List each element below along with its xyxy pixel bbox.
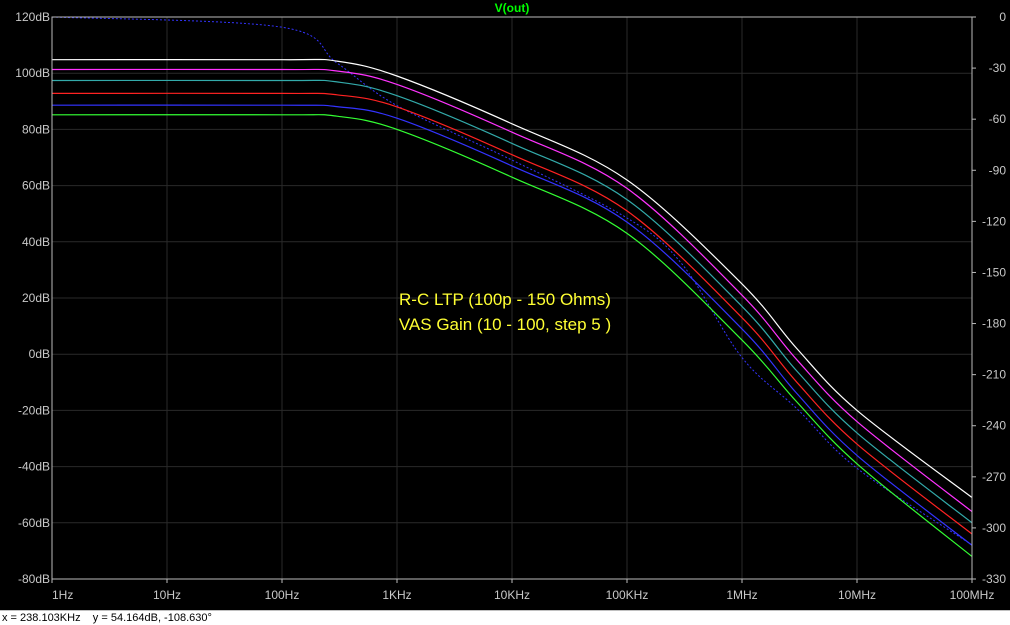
- x-tick-label: 1MHz: [726, 588, 757, 602]
- annotation-line-2: VAS Gain (10 - 100, step 5 ): [399, 315, 611, 334]
- x-tick-label: 100MHz: [950, 588, 995, 602]
- plot-background: [0, 0, 1010, 610]
- y-left-tick-label: 120dB: [15, 10, 50, 24]
- magnitude-trace-2: [51, 68, 973, 513]
- magnitude-trace-5: [51, 104, 973, 546]
- x-tick-label: 100Hz: [265, 588, 300, 602]
- y-right-tick-label: -210: [982, 368, 1006, 382]
- y-right-tick-label: -120: [982, 214, 1006, 228]
- y-right-tick-label: -330: [982, 572, 1006, 586]
- status-bar: x = 238.103KHz y = 54.164dB, -108.630°: [0, 610, 1010, 625]
- y-left-tick-label: -40dB: [18, 460, 50, 474]
- x-tick-label: 10Hz: [153, 588, 181, 602]
- x-tick-label: 10KHz: [494, 588, 530, 602]
- y-left-tick-label: -80dB: [18, 572, 50, 586]
- magnitude-trace-4: [51, 92, 973, 535]
- y-left-tick-label: -60dB: [18, 516, 50, 530]
- y-right-tick-label: -180: [982, 317, 1006, 331]
- x-tick-label: 1Hz: [52, 588, 73, 602]
- chart-title: V(out): [495, 1, 530, 15]
- y-left-tick-label: 60dB: [22, 179, 50, 193]
- y-left-tick-label: -20dB: [18, 403, 50, 417]
- y-right-tick-label: -30: [989, 61, 1007, 75]
- x-tick-label: 1KHz: [382, 588, 411, 602]
- annotation-line-1: R-C LTP (100p - 150 Ohms): [399, 290, 611, 309]
- y-right-tick-label: -240: [982, 419, 1006, 433]
- y-left-tick-label: 80dB: [22, 122, 50, 136]
- phase-trace: [51, 16, 973, 546]
- y-left-tick-labels: 120dB 100dB 80dB 60dB 40dB 20dB 0dB -20dB -40dB -…: [15, 10, 50, 586]
- y-right-tick-label: -300: [982, 521, 1006, 535]
- magnitude-trace-3: [51, 79, 973, 524]
- bode-plot[interactable]: 1Hz 10Hz 100Hz 1KHz 10KHz 100KHz 1MHz 10MHz 100M…: [0, 0, 1010, 610]
- magnitude-trace-1: [51, 58, 973, 498]
- y-right-tick-label: 0: [999, 10, 1006, 24]
- y-left-tick-label: 40dB: [22, 235, 50, 249]
- y-right-tick-label: -60: [989, 112, 1007, 126]
- y-left-tick-label: 100dB: [15, 66, 50, 80]
- x-tick-label: 10MHz: [838, 588, 876, 602]
- magnitude-trace-6: [51, 114, 973, 557]
- x-tick-labels: 1Hz 10Hz 100Hz 1KHz 10KHz 100KHz 1MHz 10MHz 100M…: [51, 579, 995, 602]
- y-left-tick-label: 0dB: [29, 347, 50, 361]
- x-tick-label: 100KHz: [606, 588, 649, 602]
- traces: [51, 16, 973, 557]
- y-right-tick-label: -150: [982, 265, 1006, 279]
- y-right-tick-labels: 0 -30 -60 -90 -120 -150 -180 -210 -240 -270 -300 -3…: [972, 10, 1006, 586]
- y-right-tick-label: -90: [989, 163, 1007, 177]
- y-right-tick-label: -270: [982, 470, 1006, 484]
- y-left-tick-label: 20dB: [22, 291, 50, 305]
